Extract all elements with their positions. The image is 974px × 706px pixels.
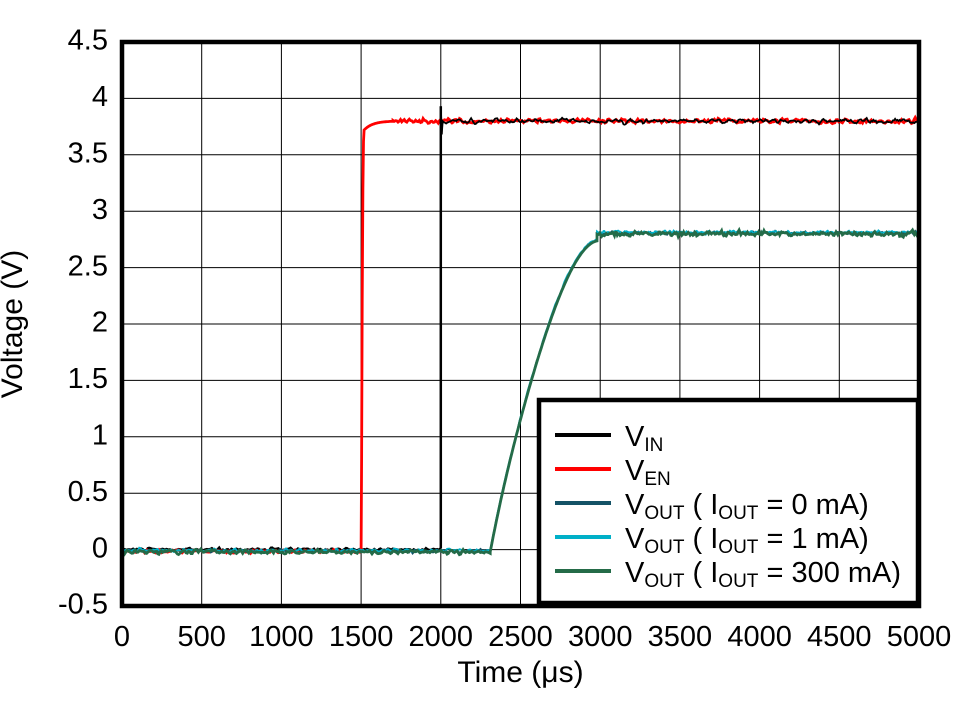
svg-text:2: 2 [92, 307, 108, 339]
svg-text:4: 4 [92, 81, 108, 113]
svg-text:4500: 4500 [807, 621, 872, 653]
svg-text:-0.5: -0.5 [58, 589, 108, 621]
svg-text:4.5: 4.5 [68, 25, 108, 57]
svg-text:3.5: 3.5 [68, 137, 108, 169]
svg-text:Time (μs): Time (μs) [457, 656, 583, 689]
svg-text:1: 1 [92, 419, 108, 451]
svg-text:2000: 2000 [409, 621, 474, 653]
svg-text:Voltage (V): Voltage (V) [0, 250, 29, 398]
svg-text:2500: 2500 [488, 621, 553, 653]
svg-text:0: 0 [92, 532, 108, 564]
svg-text:0.5: 0.5 [68, 476, 108, 508]
svg-text:3500: 3500 [648, 621, 713, 653]
svg-text:1500: 1500 [329, 621, 394, 653]
svg-text:2.5: 2.5 [68, 250, 108, 282]
svg-text:500: 500 [178, 621, 226, 653]
svg-text:5000: 5000 [887, 621, 952, 653]
svg-text:1.5: 1.5 [68, 363, 108, 395]
svg-text:0: 0 [114, 621, 130, 653]
svg-text:1000: 1000 [249, 621, 314, 653]
svg-text:3000: 3000 [568, 621, 633, 653]
svg-text:4000: 4000 [727, 621, 792, 653]
svg-text:3: 3 [92, 194, 108, 226]
